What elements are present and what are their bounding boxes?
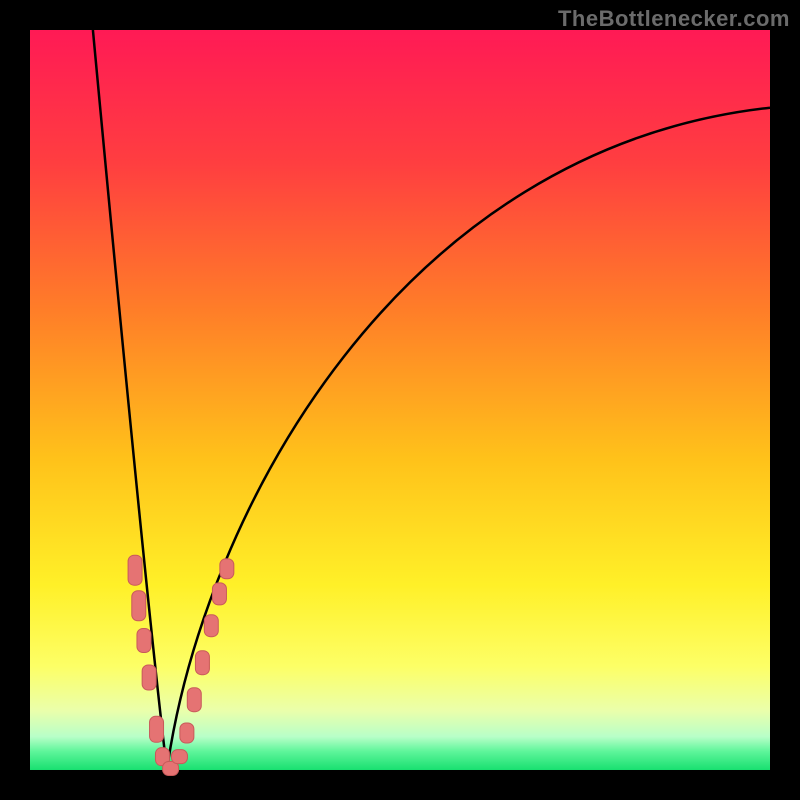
data-marker [128, 555, 142, 585]
data-marker [132, 591, 146, 621]
data-marker [150, 716, 164, 742]
data-marker [187, 688, 201, 712]
data-marker [212, 583, 226, 605]
bottleneck-chart-svg [0, 0, 800, 800]
data-marker [180, 723, 194, 743]
data-marker [195, 651, 209, 675]
data-marker [171, 750, 187, 764]
chart-frame: TheBottlenecker.com [0, 0, 800, 800]
data-marker [204, 615, 218, 637]
plot-gradient-background [30, 30, 770, 770]
data-marker [137, 629, 151, 653]
data-marker [142, 665, 156, 690]
data-marker [220, 559, 234, 579]
watermark-text: TheBottlenecker.com [558, 6, 790, 32]
